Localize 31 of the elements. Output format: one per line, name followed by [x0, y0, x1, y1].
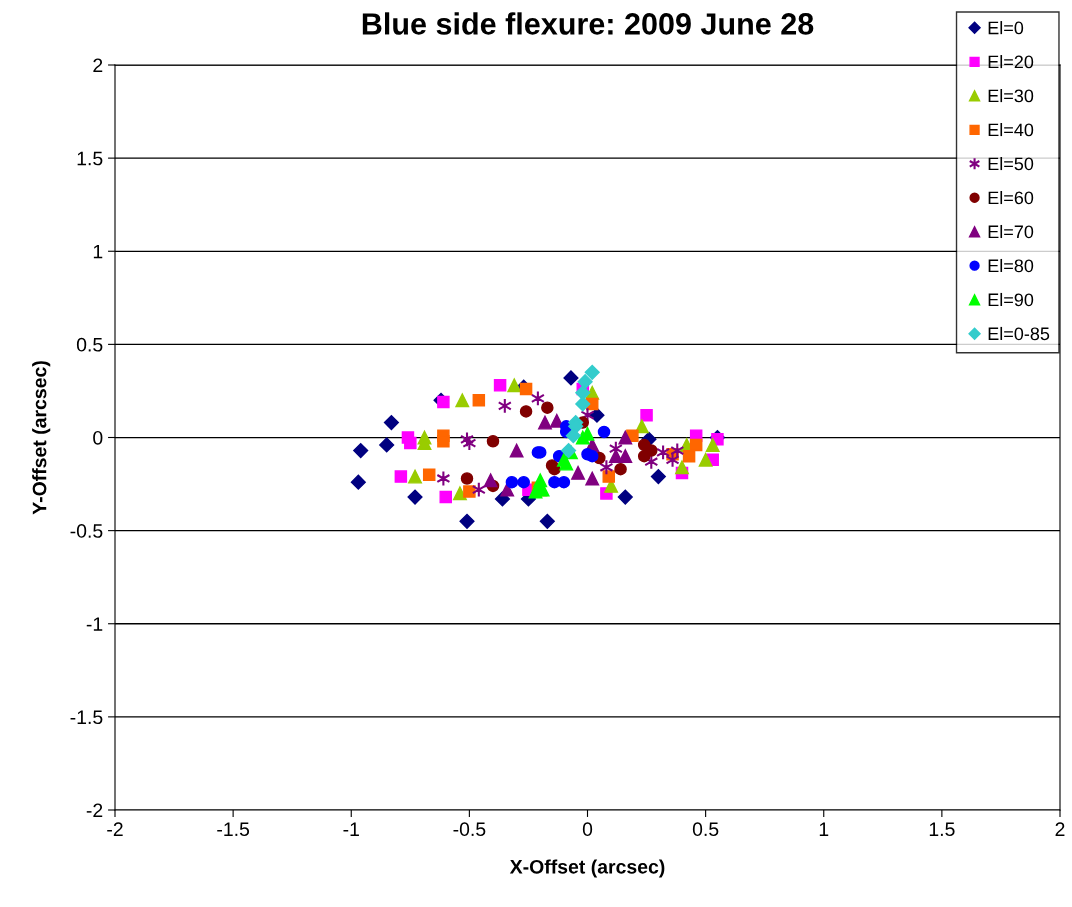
y-tick-label: 2: [93, 58, 103, 73]
x-tick-label: 2: [1055, 822, 1065, 836]
x-tick-label: 0: [582, 822, 593, 837]
legend-label: El=0: [988, 21, 1024, 35]
x-tick-label: 0.5: [692, 822, 719, 837]
y-tick-label: 1.5: [77, 151, 103, 166]
x-tick-label: -1.5: [217, 822, 250, 837]
x-tick-label: 1.5: [929, 822, 955, 837]
y-tick-label: 0: [93, 430, 103, 445]
y-tick-label: 1: [93, 244, 103, 259]
chart-title: Blue side flexure: 2009 June 28: [362, 12, 814, 35]
x-tick-label: -0.5: [453, 822, 486, 837]
legend-label: El=70: [988, 224, 1034, 239]
legend-label: El=80: [988, 258, 1034, 273]
legend-label: El=30: [988, 89, 1034, 103]
x-tick-label: -2: [107, 822, 123, 836]
legend-label: El=90: [988, 292, 1034, 307]
y-tick-label: -0.5: [70, 524, 103, 538]
y-tick-label: 0.5: [76, 337, 103, 352]
y-tick-label: -1.5: [70, 710, 103, 725]
legend-label: El=60: [988, 190, 1034, 205]
y-tick-label: -1: [86, 617, 103, 631]
y-tick-label: -2: [86, 803, 103, 818]
legend-label: El=40: [988, 123, 1034, 137]
legend-label: El=20: [988, 55, 1034, 69]
y-axis-title: Y-Offset (arcsec): [32, 361, 51, 515]
legend-label: El=0-85: [988, 326, 1050, 341]
x-axis-title: X-Offset (arcsec): [509, 859, 665, 878]
x-tick-label: -1: [343, 822, 359, 836]
legend-label: El=50: [988, 156, 1034, 171]
x-tick-label: 1: [819, 822, 829, 836]
